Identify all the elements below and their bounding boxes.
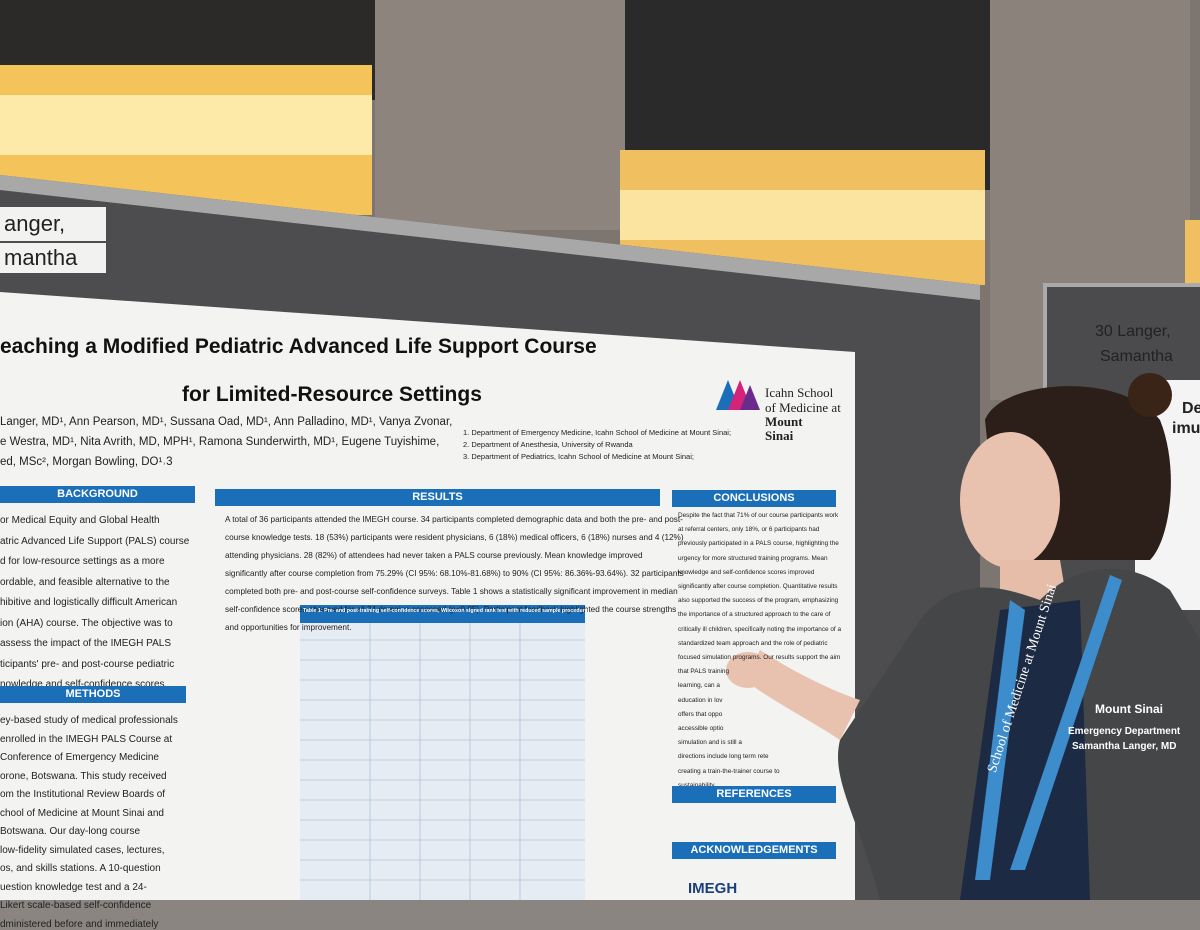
right-poster-text: De xyxy=(1182,400,1200,417)
section-heading: CONCLUSIONS xyxy=(672,490,836,507)
affiliation: 1. Department of Emergency Medicine, Ica… xyxy=(463,428,732,437)
body-line: offers that oppo xyxy=(678,710,723,718)
poster-title: for Limited-Resource Settings xyxy=(182,383,482,406)
body-line: accessible optio xyxy=(678,725,724,732)
affiliation: 2. Department of Anesthesia, University … xyxy=(463,440,633,449)
body-line: and opportunities for improvement. xyxy=(225,623,352,632)
body-line: the importance of a structured approach … xyxy=(678,611,831,619)
poster-title: eaching a Modified Pediatric Advanced Li… xyxy=(0,335,597,358)
body-line: orone, Botswana. This study received xyxy=(0,770,167,782)
body-line: Likert scale-based self-confidence xyxy=(0,900,152,911)
author-line: ed, MSc², Morgan Bowling, DO¹˒3 xyxy=(0,456,173,468)
body-line: assess the impact of the IMEGH PALS xyxy=(0,638,171,649)
body-line: urgency for more structured training pro… xyxy=(678,554,828,562)
body-line: course knowledge tests. 18 (53%) partici… xyxy=(225,533,684,542)
body-line: uestion knowledge test and a 24- xyxy=(0,881,147,893)
body-line: om the Institutional Review Boards of xyxy=(0,789,166,800)
body-line: dministered before and immediately xyxy=(0,918,159,930)
section-heading: METHODS xyxy=(0,686,186,703)
body-line: sustainability xyxy=(678,782,715,789)
logo-text: Icahn School xyxy=(765,385,834,400)
badge-text: Samantha Langer, MD xyxy=(1072,741,1177,752)
body-line: nowledge and self-confidence scores. xyxy=(0,679,168,690)
body-line: low-fidelity simulated cases, lectures, xyxy=(0,844,165,856)
body-line: significantly after course completion fr… xyxy=(225,569,684,578)
right-poster-text: imu xyxy=(1172,420,1200,437)
body-line: standardized team approach and the role … xyxy=(678,639,828,647)
body-line: learning, can a xyxy=(678,682,720,690)
logo-text: Mount xyxy=(765,414,803,429)
table-title: Table 1: Pre- and post-training self-con… xyxy=(303,608,588,614)
body-line: previously participated in a PALS course… xyxy=(678,540,839,548)
body-line: also supported the success of the progra… xyxy=(678,597,839,605)
sign-text: anger, xyxy=(0,207,106,241)
ack-logo: IMEGH xyxy=(688,880,738,897)
body-line: significantly after course completion. Q… xyxy=(678,583,838,590)
body-line: hibitive and logistically difficult Amer… xyxy=(0,597,178,608)
body-line: Conference of Emergency Medicine xyxy=(0,752,159,763)
section-heading: REFERENCES xyxy=(672,786,836,803)
body-line: ey-based study of medical professionals xyxy=(0,715,178,726)
body-line: creating a train-the-trainer course to xyxy=(678,767,780,775)
section-heading: RESULTS xyxy=(215,489,660,506)
author-line: e Westra, MD¹, Nita Avrith, MD, MPH¹, Ra… xyxy=(0,436,440,448)
sign-text: mantha xyxy=(0,243,106,273)
sign-text: Samantha xyxy=(1100,348,1173,365)
body-line: or Medical Equity and Global Health xyxy=(0,515,160,526)
body-line: d for low-resource settings as a more xyxy=(0,556,165,567)
body-line: chool of Medicine at Mount Sinai and xyxy=(0,807,164,819)
body-line: atric Advanced Life Support (PALS) cours… xyxy=(0,535,190,547)
body-line: that PALS training xyxy=(678,668,730,676)
section-heading: BACKGROUND xyxy=(0,486,195,503)
backdrop xyxy=(0,0,1200,900)
body-line: Botswana. Our day-long course xyxy=(0,826,141,837)
logo-text: Sinai xyxy=(765,428,794,443)
body-line: completed both pre- and post-course self… xyxy=(225,587,678,596)
author-line: Langer, MD¹, Ann Pearson, MD¹, Sussana O… xyxy=(0,416,453,428)
sign-text: 30 Langer, xyxy=(1095,323,1171,340)
body-line: enrolled in the IMEGH PALS Course at xyxy=(0,733,173,745)
body-line: at referral centers, only 18%, or 6 part… xyxy=(678,526,820,534)
body-line: ion (AHA) course. The objective was to xyxy=(0,617,173,629)
section-heading: ACKNOWLEDGEMENTS xyxy=(672,842,836,859)
body-line: simulation and is still a xyxy=(678,739,742,747)
body-line: education in lov xyxy=(678,696,723,704)
body-line: os, and skills stations. A 10-question xyxy=(0,863,161,874)
body-line: focused simulation programs. Our results… xyxy=(678,654,841,661)
body-line: attending physicians. 28 (82%) of attend… xyxy=(225,551,643,560)
badge-text: Emergency Department xyxy=(1068,726,1181,737)
body-line: ticipants' pre- and post-course pediatri… xyxy=(0,658,175,670)
badge-text: Mount Sinai xyxy=(1095,702,1163,716)
body-line: directions include long term rete xyxy=(678,753,769,761)
body-line: A total of 36 participants attended the … xyxy=(225,515,683,524)
body-line: ordable, and feasible alternative to the xyxy=(0,576,170,588)
body-line: self-confidence scores observed for all … xyxy=(225,605,677,614)
body-line: critically ill children, specifically no… xyxy=(678,625,842,633)
logo-text: of Medicine at xyxy=(765,400,841,415)
body-line: knowledge and self-confidence scores imp… xyxy=(678,568,815,576)
affiliation: 3. Department of Pediatrics, Icahn Schoo… xyxy=(463,452,694,461)
body-line: Despite the fact that 71% of our course … xyxy=(678,512,839,519)
